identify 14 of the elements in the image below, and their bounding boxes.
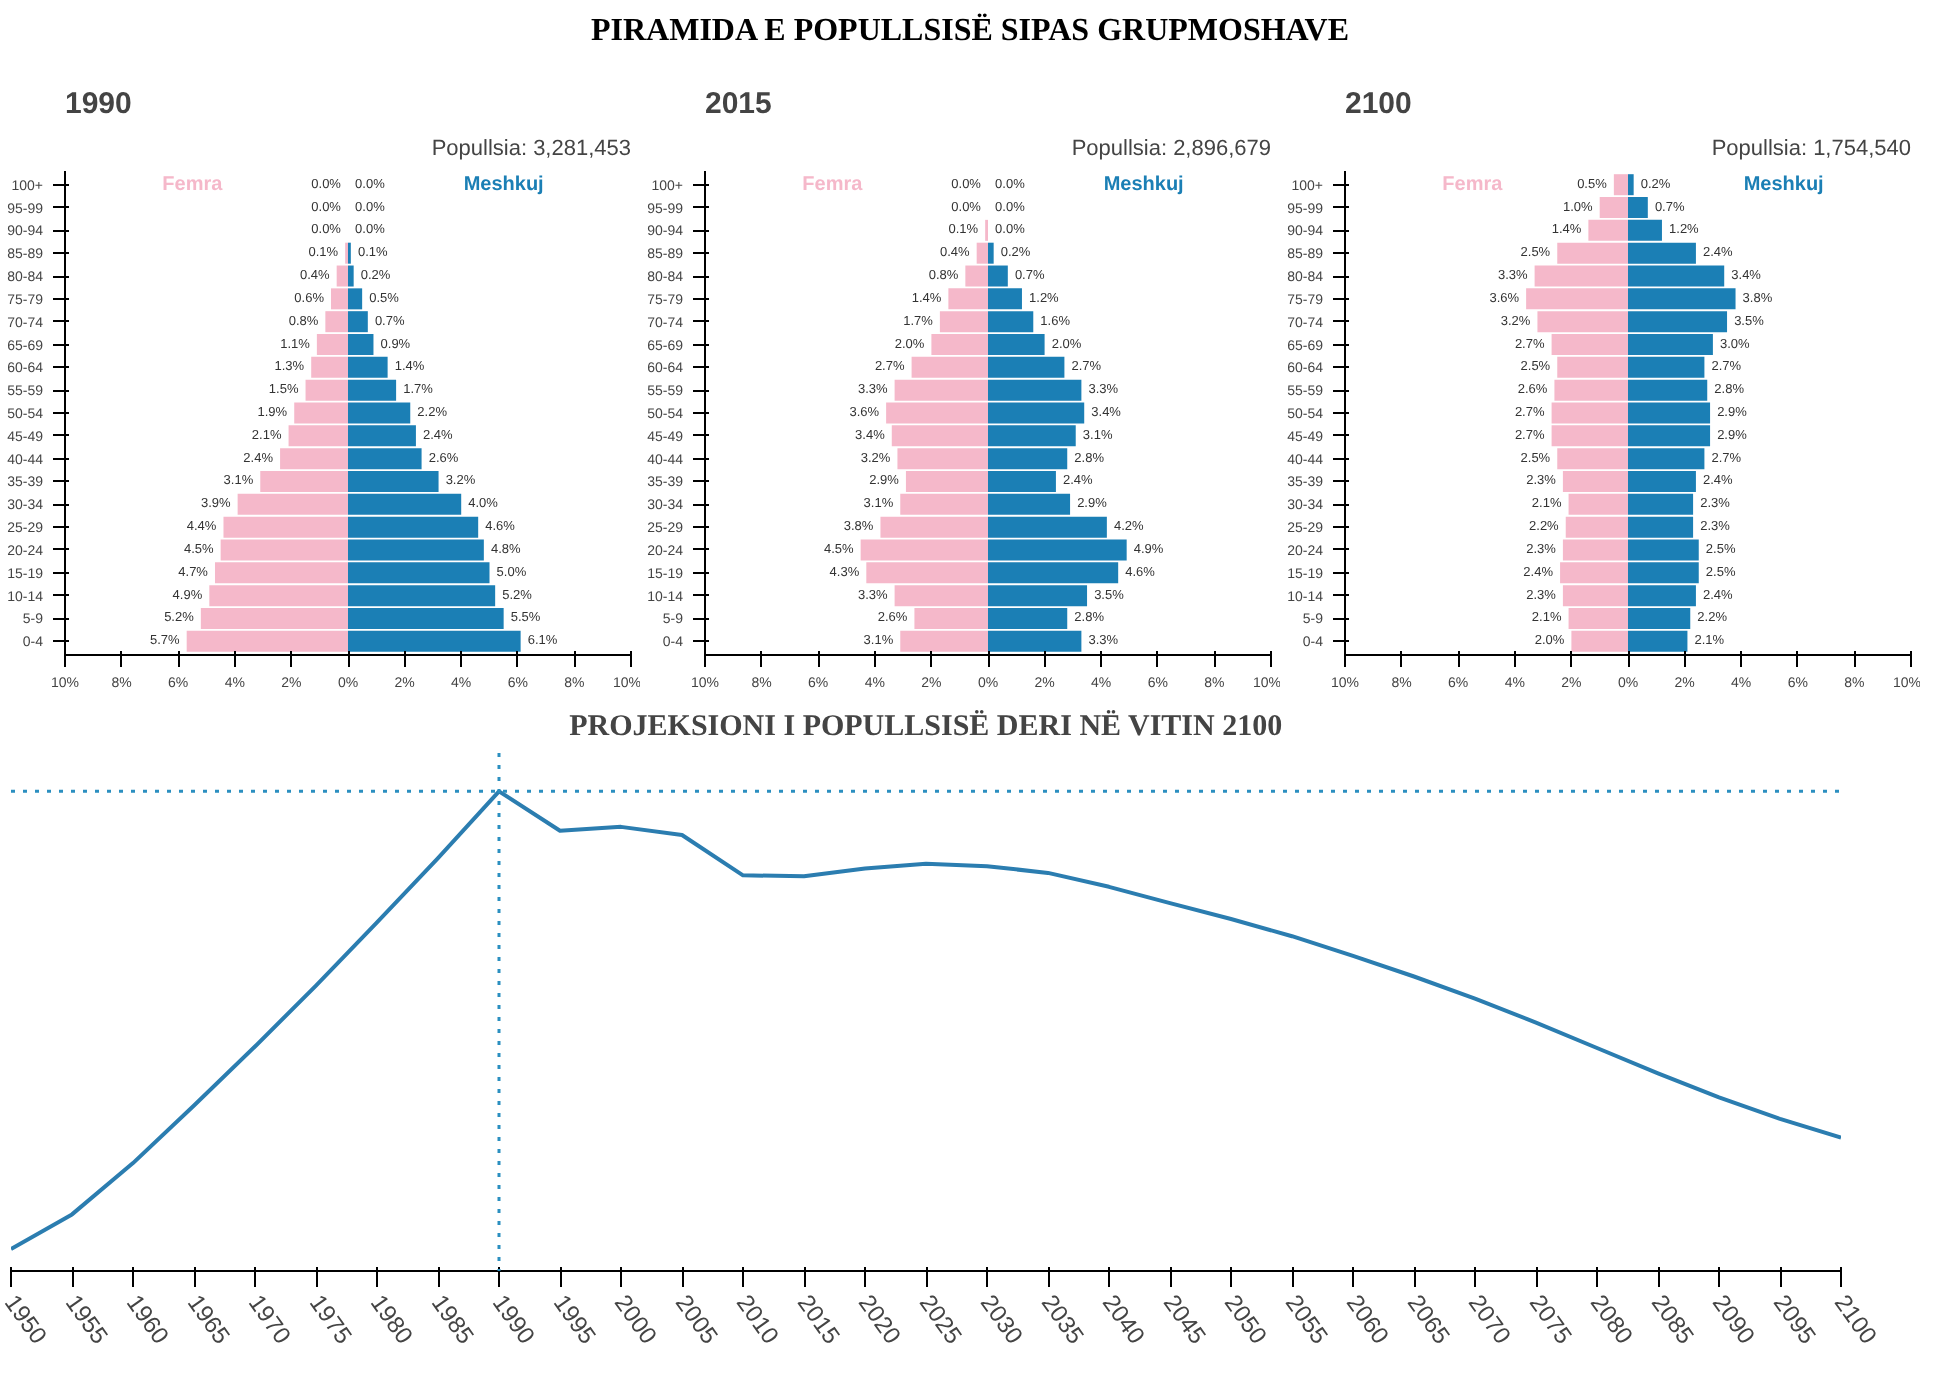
chart-title: 2015	[705, 87, 772, 121]
text: Femra	[162, 173, 224, 196]
text: Meshkuj	[463, 173, 545, 196]
text: Femra	[1442, 173, 1504, 196]
chart-subtitle: Popullsia: 2,896,679	[1071, 137, 1271, 161]
text: Meshkuj	[1103, 173, 1185, 196]
text: Meshkuj	[1743, 173, 1825, 196]
chart-title: PROJEKSIONI I POPULLSISË DERI NË VITIN 2100	[569, 709, 1283, 743]
chart-title: 2100	[1345, 87, 1412, 121]
text: Femra	[802, 173, 864, 196]
chart-subtitle: Popullsia: 3,281,453	[431, 137, 631, 161]
chart-subtitle: Popullsia: 1,754,540	[1711, 137, 1911, 161]
text: PIRAMIDA E POPULLSISË SIPAS GRUPMOSHAVE	[588, 11, 1352, 52]
chart-title: 1990	[65, 87, 132, 121]
